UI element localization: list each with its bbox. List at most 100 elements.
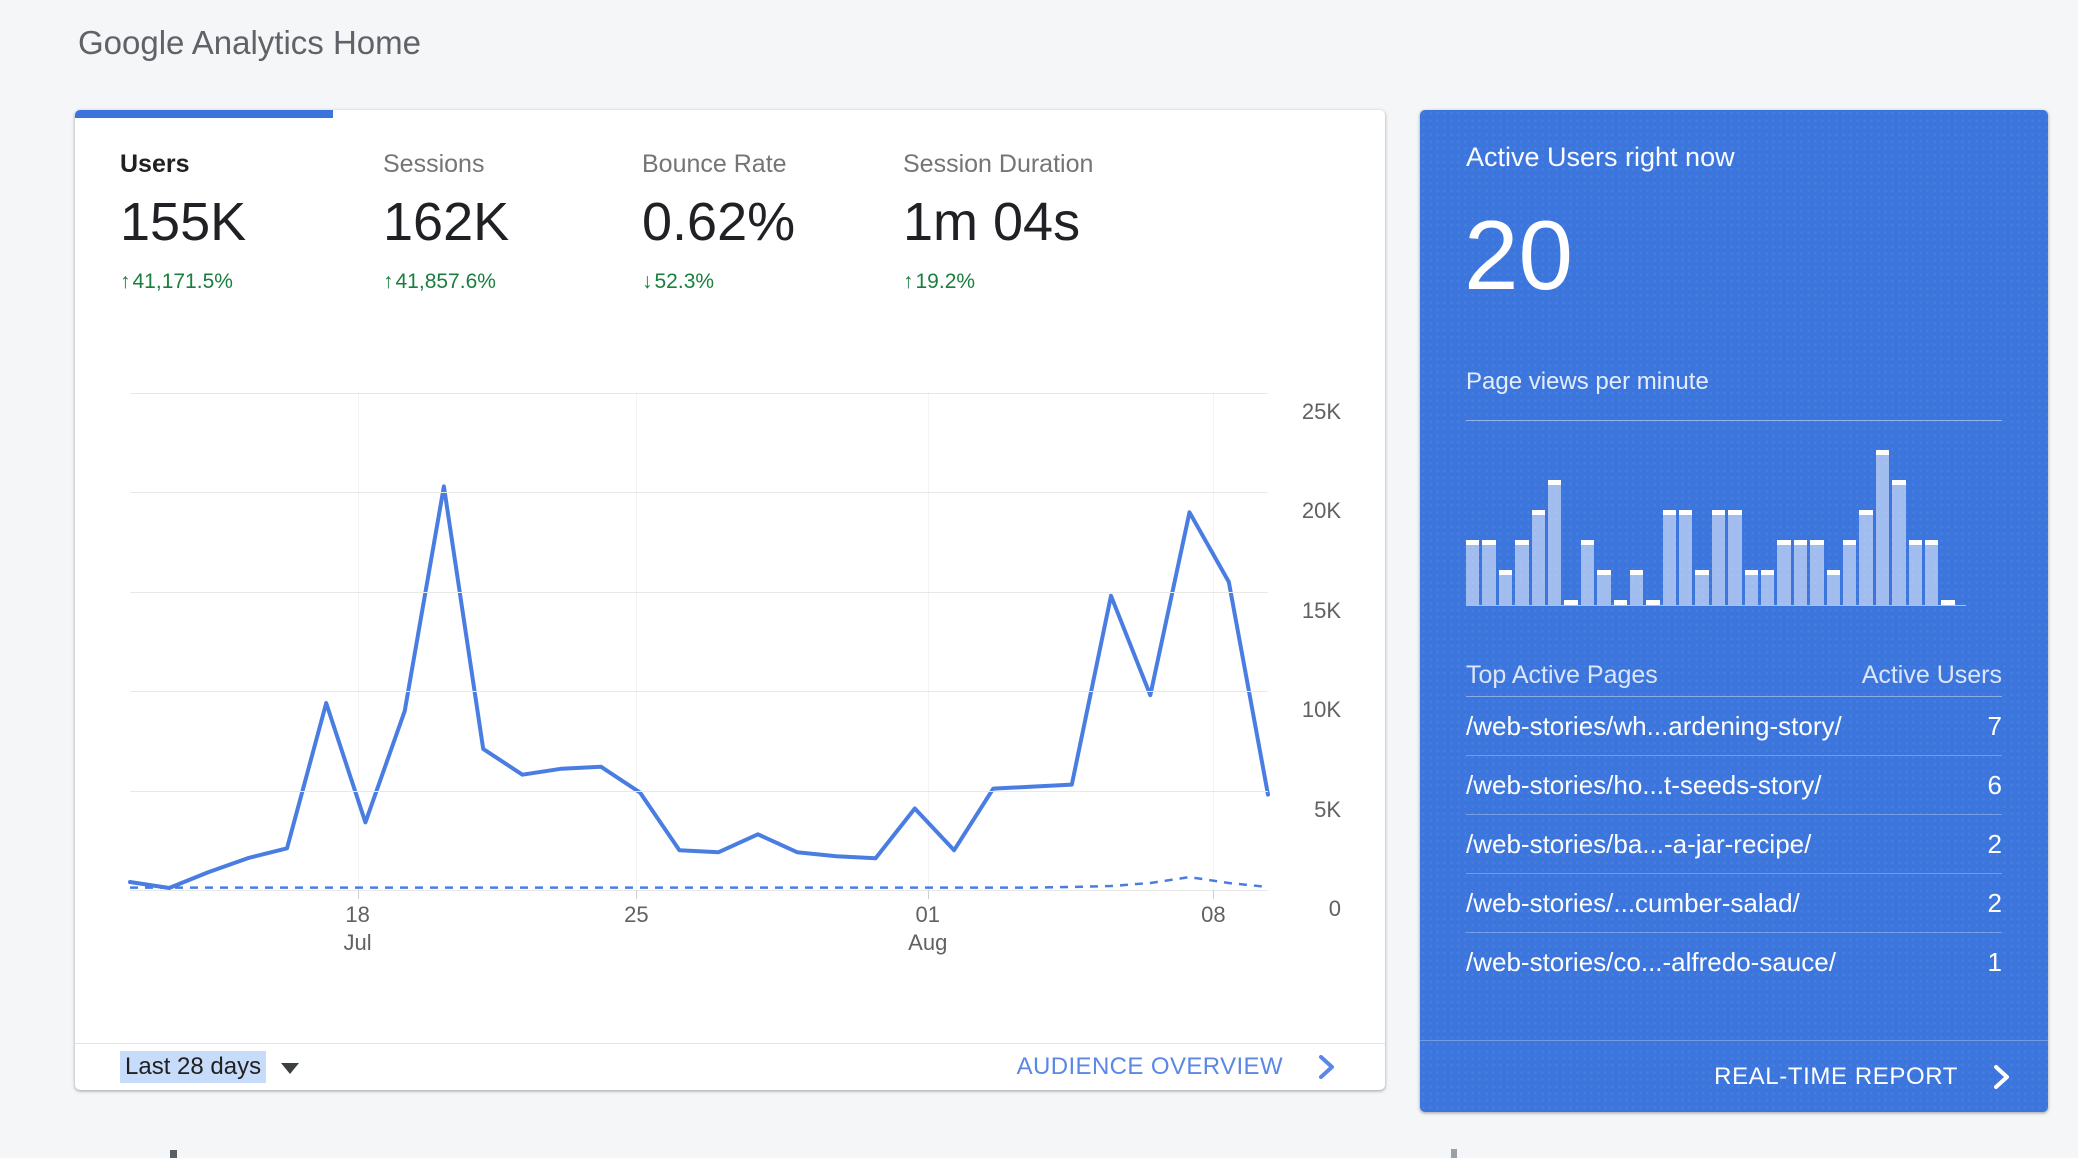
pageviews-bar	[1564, 600, 1578, 605]
page-path[interactable]: /web-stories/...cumber-salad/	[1466, 887, 1800, 918]
pageviews-chart-topline	[1466, 420, 2002, 421]
v-gridline	[636, 393, 638, 890]
pageviews-bar	[1826, 570, 1840, 605]
pageviews-bar	[1810, 540, 1824, 605]
x-axis-tick	[357, 890, 359, 899]
pageviews-bar	[1498, 570, 1513, 605]
page-path[interactable]: /web-stories/ho...t-seeds-story/	[1466, 769, 1822, 800]
page-path[interactable]: /web-stories/ba...-a-jar-recipe/	[1466, 828, 1812, 859]
pageviews-bar	[1924, 540, 1939, 605]
metric-sessions-change: ↑41,857.6%	[383, 270, 496, 293]
pageviews-bar	[1728, 510, 1742, 605]
x-axis-label: 01 Aug	[908, 902, 948, 955]
metric-session-duration-change: ↑19.2%	[903, 270, 976, 293]
active-user-count: 1	[1987, 947, 2002, 977]
pageviews-bar	[1547, 480, 1562, 605]
metric-session-duration-label[interactable]: Session Duration	[903, 150, 1094, 178]
pageviews-bar	[1892, 480, 1906, 605]
partial-next-widget-icon	[1451, 1149, 1457, 1158]
users-line-chart: 18 Jul 25 01 Aug 08	[128, 393, 1270, 955]
realtime-report-label[interactable]: REAL-TIME REPORT	[1714, 1062, 1958, 1090]
pageviews-bar	[1466, 540, 1480, 605]
table-header: Top Active Pages Active Users	[1466, 655, 2002, 697]
v-gridline	[357, 393, 359, 890]
audience-overview-link[interactable]: AUDIENCE OVERVIEW	[1017, 1053, 1337, 1081]
pageviews-bar	[1744, 570, 1759, 605]
v-gridline	[1213, 393, 1215, 890]
pageviews-bar	[1908, 540, 1922, 605]
pageviews-chart-baseline	[1466, 605, 1966, 606]
pageviews-bar	[1482, 540, 1496, 605]
audience-overview-label[interactable]: AUDIENCE OVERVIEW	[1016, 1053, 1283, 1080]
metric-session-duration-value: 1m 04s	[903, 192, 1081, 252]
metric-users-value: 155K	[120, 192, 247, 252]
trend-up-icon: ↑	[903, 270, 914, 293]
realtime-card: Active Users right now 20 Page views per…	[1420, 110, 2048, 1112]
metric-bounce-rate-label[interactable]: Bounce Rate	[642, 150, 787, 178]
dropdown-caret-icon[interactable]	[281, 1063, 300, 1074]
pageviews-bar	[1515, 540, 1529, 605]
active-user-count: 7	[1987, 710, 2002, 741]
active-user-count: 2	[1987, 887, 2002, 918]
pageviews-bar	[1580, 540, 1595, 605]
table-row: /web-stories/...cumber-salad/2	[1466, 874, 2002, 933]
pageviews-bar-chart	[1466, 421, 1976, 605]
x-axis-label: 08	[1201, 902, 1226, 927]
overview-card: Users 155K ↑41,171.5% Sessions 162K ↑41,…	[75, 110, 1385, 1090]
users-chart-svg	[128, 484, 1270, 890]
pageviews-bar	[1777, 540, 1791, 605]
active-user-count: 2	[1987, 828, 2002, 859]
pageviews-bar	[1941, 600, 1955, 605]
metric-bounce-rate-change: ↓52.3%	[642, 270, 715, 293]
pageviews-bar	[1711, 510, 1726, 605]
pageviews-bar	[1662, 510, 1677, 605]
metric-sessions-value: 162K	[383, 192, 510, 252]
h-gridline	[130, 591, 1268, 593]
pageviews-bar	[1646, 600, 1660, 605]
table-row: /web-stories/wh...ardening-story/7	[1466, 697, 2002, 756]
pageviews-bar	[1859, 510, 1873, 605]
metric-users-change: ↑41,171.5%	[120, 270, 233, 293]
y-axis: 25K 20K 15K 10K 5K 0	[1273, 393, 1341, 921]
y-axis-label: 5K	[1314, 796, 1341, 822]
pageviews-bar	[1793, 540, 1808, 605]
pageviews-bar	[1761, 570, 1775, 605]
page-title: Google Analytics Home	[78, 24, 422, 61]
x-axis-label: 25	[624, 902, 649, 927]
previous-period-line	[130, 875, 1269, 889]
h-gridline	[130, 890, 1268, 891]
pageviews-bar	[1875, 450, 1890, 605]
table-row: /web-stories/ho...t-seeds-story/6	[1466, 756, 2002, 815]
metric-sessions-label[interactable]: Sessions	[383, 150, 485, 178]
top-active-pages-header: Top Active Pages	[1466, 661, 1658, 689]
chevron-right-icon	[1994, 1064, 2009, 1089]
metric-bounce-rate-value: 0.62%	[642, 192, 796, 252]
y-axis-label: 15K	[1301, 597, 1341, 623]
date-range-selector[interactable]: Last 28 days	[120, 1051, 300, 1083]
pageviews-bar	[1597, 570, 1611, 605]
active-user-count: 6	[1987, 769, 2002, 800]
trend-down-icon: ↓	[642, 270, 653, 293]
realtime-report-link[interactable]: REAL-TIME REPORT	[1420, 1041, 2048, 1112]
table-row: /web-stories/co...-alfredo-sauce/1	[1466, 933, 2002, 992]
h-gridline	[130, 393, 1268, 394]
active-users-count: 20	[1464, 200, 1574, 310]
date-range-label[interactable]: Last 28 days	[120, 1051, 267, 1083]
metric-users-label[interactable]: Users	[120, 150, 190, 178]
x-axis-label: 18 Jul	[343, 902, 372, 955]
active-users-header: Active Users	[1861, 661, 2002, 689]
users-tab-indicator	[75, 110, 333, 118]
x-axis-tick	[636, 890, 638, 899]
pageviews-per-minute-label: Page views per minute	[1466, 368, 1709, 395]
chevron-right-icon	[1319, 1055, 1334, 1079]
pageviews-bar	[1629, 570, 1644, 605]
y-axis-label: 25K	[1301, 399, 1341, 424]
pageviews-bar	[1842, 540, 1857, 605]
page-path[interactable]: /web-stories/wh...ardening-story/	[1466, 710, 1842, 741]
y-axis-label: 0	[1328, 896, 1341, 921]
current-period-line	[128, 484, 1270, 890]
page-path[interactable]: /web-stories/co...-alfredo-sauce/	[1466, 947, 1836, 977]
trend-up-icon: ↑	[383, 270, 394, 293]
y-axis-label: 10K	[1301, 697, 1341, 723]
overview-card-footer: Last 28 days AUDIENCE OVERVIEW	[75, 1043, 1385, 1090]
